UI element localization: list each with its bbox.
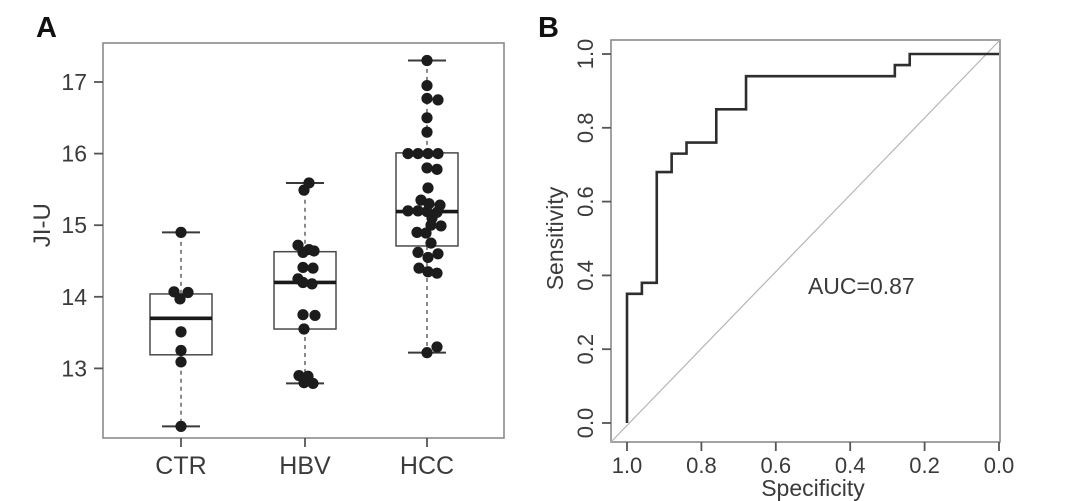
data-point xyxy=(175,356,187,368)
data-point xyxy=(298,184,310,196)
y-axis-a: 13 14 15 16 17 xyxy=(61,69,103,381)
y-tick-label: 0.0 xyxy=(573,408,598,439)
data-point xyxy=(422,251,434,264)
data-point xyxy=(435,220,447,232)
data-point xyxy=(431,341,443,353)
data-point xyxy=(182,286,194,299)
x-axis-title: Specificity xyxy=(761,475,865,501)
data-point xyxy=(412,148,424,160)
y-tick-label: 17 xyxy=(61,69,87,95)
boxplot-hbv xyxy=(273,177,337,390)
data-point xyxy=(422,148,434,160)
data-point xyxy=(297,246,309,259)
data-points xyxy=(168,226,194,432)
data-point xyxy=(307,377,319,390)
y-axis-b: 0.0 0.2 0.4 0.6 0.8 1.0 xyxy=(573,39,611,439)
data-point xyxy=(422,182,434,194)
data-point xyxy=(175,420,187,432)
y-tick-label: 0.4 xyxy=(573,260,598,291)
data-point xyxy=(298,377,310,389)
data-point xyxy=(297,261,309,274)
data-point xyxy=(420,227,432,239)
x-tick-label: 0.2 xyxy=(909,453,940,478)
data-point xyxy=(411,226,423,238)
plot-frame-b xyxy=(610,39,1001,443)
data-point xyxy=(174,293,186,305)
x-tick-label: 0.6 xyxy=(761,453,792,478)
data-point xyxy=(297,276,309,289)
data-point xyxy=(421,92,433,105)
y-axis-title: JI-U xyxy=(29,203,56,247)
y-axis-title: Sensitivity xyxy=(542,186,568,290)
x-tick-label: 0.4 xyxy=(835,453,866,478)
y-tick-label: 14 xyxy=(61,284,87,310)
data-point xyxy=(421,347,433,359)
x-tick-label: HCC xyxy=(400,452,454,480)
data-point xyxy=(421,162,433,174)
panel-b-label: B xyxy=(538,12,559,44)
data-point xyxy=(175,344,187,357)
roc-curve xyxy=(625,52,999,423)
y-tick-label: 1.0 xyxy=(573,39,598,70)
data-point xyxy=(421,126,433,138)
data-point xyxy=(425,237,437,249)
data-point xyxy=(432,148,444,160)
data-point xyxy=(306,278,318,290)
data-point xyxy=(421,54,433,67)
data-point xyxy=(431,267,443,279)
x-axis-a: CTR HBV HCC xyxy=(155,438,454,480)
boxplot-panel: 13 14 15 16 17 JI-U CTR HBV HCC xyxy=(29,42,505,480)
y-tick-label: 13 xyxy=(61,355,87,381)
data-points xyxy=(292,177,321,390)
chance-diagonal xyxy=(610,39,1001,443)
x-tick-label: 0.0 xyxy=(984,453,1015,478)
x-tick-label: CTR xyxy=(155,452,206,480)
y-tick-label: 15 xyxy=(61,212,87,238)
data-point xyxy=(402,205,414,217)
data-point xyxy=(431,163,443,175)
data-point xyxy=(308,245,320,257)
x-tick-label: 0.8 xyxy=(686,453,717,478)
x-tick-label: 1.0 xyxy=(612,453,643,478)
data-point xyxy=(422,266,434,278)
panel-a-label: A xyxy=(36,12,57,44)
data-point xyxy=(402,148,414,160)
data-points xyxy=(402,54,447,359)
data-point xyxy=(432,248,444,260)
y-tick-label: 16 xyxy=(61,141,87,167)
x-axis-b: 1.0 0.8 0.6 0.4 0.2 0.0 xyxy=(612,442,1015,478)
y-tick-label: 0.8 xyxy=(573,113,598,144)
data-point xyxy=(175,226,187,238)
data-point xyxy=(175,326,187,338)
auc-annotation: AUC=0.87 xyxy=(808,273,915,299)
data-point xyxy=(298,323,310,335)
data-point xyxy=(413,262,425,274)
x-tick-label: HBV xyxy=(279,452,331,480)
data-point xyxy=(297,309,309,321)
plot-frame-a xyxy=(102,42,505,439)
data-point xyxy=(309,309,321,322)
data-point xyxy=(421,79,433,92)
data-point xyxy=(421,112,433,124)
data-point xyxy=(412,205,424,217)
data-point xyxy=(432,94,444,106)
boxplot-hcc xyxy=(395,54,459,359)
y-tick-label: 0.2 xyxy=(573,334,598,365)
boxplot-ctr xyxy=(149,226,213,432)
roc-panel: 1.0 0.8 0.6 0.4 0.2 0.0Specificity0.00.20.40.… xyxy=(542,39,1015,501)
data-point xyxy=(412,246,424,259)
y-tick-label: 0.6 xyxy=(573,186,598,217)
data-point xyxy=(307,262,319,274)
